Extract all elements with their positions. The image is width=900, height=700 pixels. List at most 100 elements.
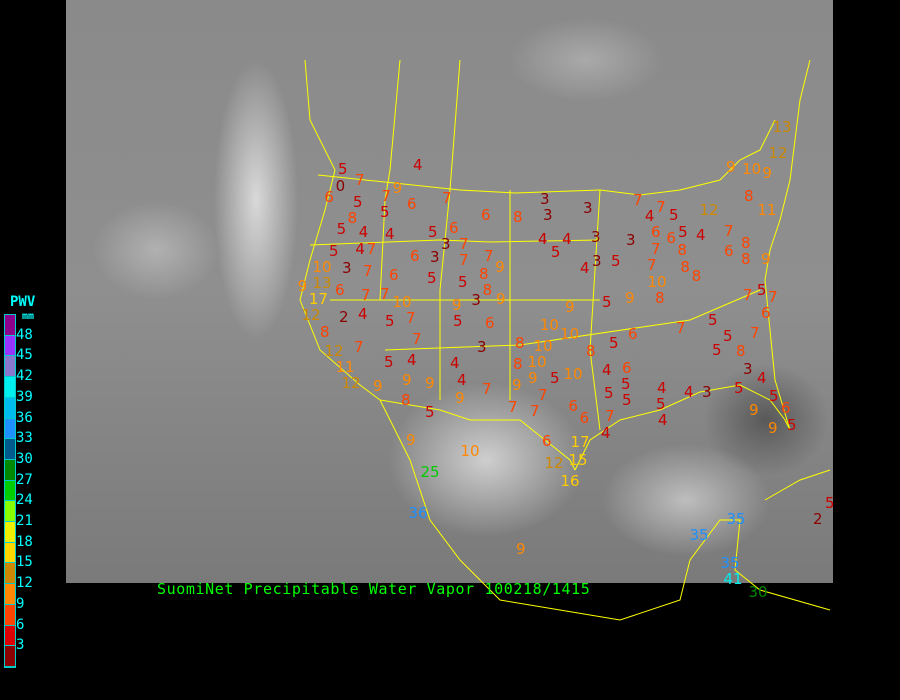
- station-pwv-value: 9: [528, 368, 538, 387]
- station-pwv-value: 12: [324, 341, 344, 360]
- station-pwv-value: 9: [406, 430, 416, 449]
- station-pwv-value: 5: [825, 493, 835, 512]
- legend-tick-label: 15: [16, 554, 33, 571]
- station-pwv-value: 6: [622, 359, 632, 377]
- station-pwv-value: 3: [583, 198, 593, 217]
- station-pwv-value: 35: [726, 509, 746, 528]
- station-pwv-value: 5: [353, 192, 363, 211]
- station-pwv-value: 3: [543, 206, 553, 225]
- station-pwv-value: 10: [742, 159, 762, 178]
- station-pwv-value: 10: [527, 352, 547, 371]
- station-pwv-value: 9: [373, 376, 383, 395]
- station-pwv-value: 7: [651, 239, 661, 258]
- station-pwv-value: 7: [412, 329, 422, 348]
- station-pwv-value: 5: [656, 394, 666, 413]
- station-pwv-value: 6: [724, 241, 734, 260]
- station-pwv-value: 7: [724, 221, 734, 240]
- station-pwv-value: 7: [482, 379, 492, 398]
- station-pwv-value: 6: [449, 218, 459, 237]
- station-pwv-value: 8: [347, 208, 358, 227]
- station-pwv-value: 9: [749, 400, 759, 419]
- station-pwv-value: 4: [358, 223, 369, 242]
- station-pwv-value: 8: [482, 281, 493, 300]
- legend-color-bin: [5, 625, 15, 647]
- station-pwv-value: 7: [647, 255, 657, 274]
- station-pwv-value: 10: [533, 336, 553, 355]
- station-pwv-value: 4: [601, 423, 611, 442]
- legend-color-bin: [5, 522, 15, 543]
- station-pwv-value: 8: [655, 289, 665, 308]
- station-pwv-value: 5: [384, 352, 394, 371]
- us-mexico-border: [379, 399, 576, 471]
- station-pwv-value: 9: [297, 276, 308, 295]
- station-pwv-value: 7: [768, 287, 778, 306]
- legend-tick-label: 33: [16, 430, 33, 447]
- station-pwv-value: 10: [560, 324, 580, 343]
- station-pwv-value: 4: [562, 229, 572, 248]
- station-pwv-value: 13: [772, 117, 792, 136]
- station-pwv-value: 12: [544, 453, 564, 472]
- station-pwv-value: 17: [308, 290, 328, 308]
- station-pwv-value: 10: [392, 292, 412, 311]
- station-pwv-value: 9: [761, 249, 771, 268]
- station-pwv-value: 6: [335, 280, 345, 299]
- station-pwv-value: 12: [301, 306, 321, 324]
- station-pwv-value: 7: [605, 407, 615, 426]
- station-pwv-value: 7: [366, 239, 377, 258]
- station-pwv-value: 5: [458, 272, 468, 291]
- station-pwv-value: 6: [324, 187, 334, 206]
- legend-color-bin: [5, 315, 15, 336]
- station-pwv-value: 8: [479, 264, 489, 283]
- station-pwv-value: 4: [580, 258, 590, 277]
- station-pwv-value: 7: [530, 402, 540, 421]
- station-pwv-value: 5: [425, 402, 435, 421]
- station-pwv-value: 5: [708, 310, 718, 329]
- station-pwv-value: 35: [689, 525, 709, 544]
- station-pwv-value: 6: [781, 398, 791, 417]
- station-pwv-value: 7: [380, 284, 390, 303]
- legend-color-bin: [5, 439, 15, 460]
- station-pwv-value: 8: [677, 241, 688, 260]
- station-pwv-value: 3: [592, 251, 602, 270]
- station-pwv-value: 5: [428, 222, 438, 241]
- state-line-2: [309, 239, 601, 246]
- station-pwv-value: 5: [380, 203, 390, 222]
- station-pwv-value: 5: [550, 242, 561, 261]
- station-pwv-value: 2: [813, 509, 823, 528]
- station-pwv-value: 4: [644, 207, 655, 226]
- legend-color-bin: [5, 480, 15, 502]
- station-pwv-value: 4: [657, 378, 667, 397]
- legend-color-bin: [5, 356, 15, 378]
- legend-color-bin: [5, 501, 15, 523]
- station-pwv-value: 9: [516, 539, 526, 558]
- state-line-1: [379, 59, 401, 301]
- legend-tick-label: 42: [16, 368, 33, 385]
- station-pwv-value: 5: [669, 206, 679, 225]
- station-pwv-value: 9: [762, 163, 772, 182]
- station-pwv-value: 6: [761, 304, 771, 323]
- station-pwv-value: 12: [768, 143, 788, 162]
- station-pwv-value: 12: [699, 200, 719, 219]
- station-pwv-value: 30: [748, 582, 768, 601]
- legend-tick-label: 48: [16, 326, 33, 343]
- legend-color-bin: [5, 584, 15, 605]
- legend-tick-label: 24: [16, 492, 33, 509]
- legend-tick-label: 6: [16, 616, 25, 633]
- station-pwv-value: 9: [496, 289, 506, 308]
- station-pwv-value: 7: [743, 285, 753, 304]
- station-pwv-value: 10: [460, 441, 480, 460]
- station-pwv-value: 3: [441, 235, 451, 254]
- station-pwv-value: 5: [453, 311, 463, 330]
- station-pwv-value: 5: [602, 292, 612, 311]
- station-pwv-value: 5: [329, 241, 339, 260]
- station-pwv-value: 6: [651, 223, 661, 242]
- station-pwv-value: 7: [354, 337, 364, 356]
- station-pwv-value: 7: [442, 188, 452, 207]
- station-pwv-value: 6: [628, 324, 638, 343]
- station-pwv-value: 7: [676, 318, 686, 337]
- map-title: SuomiNet Precipitable Water Vapor 100218…: [157, 580, 591, 598]
- station-pwv-value: 5: [712, 340, 722, 359]
- station-pwv-value: 8: [586, 341, 596, 360]
- station-pwv-value: 8: [515, 333, 525, 352]
- station-pwv-value: 5: [609, 333, 619, 352]
